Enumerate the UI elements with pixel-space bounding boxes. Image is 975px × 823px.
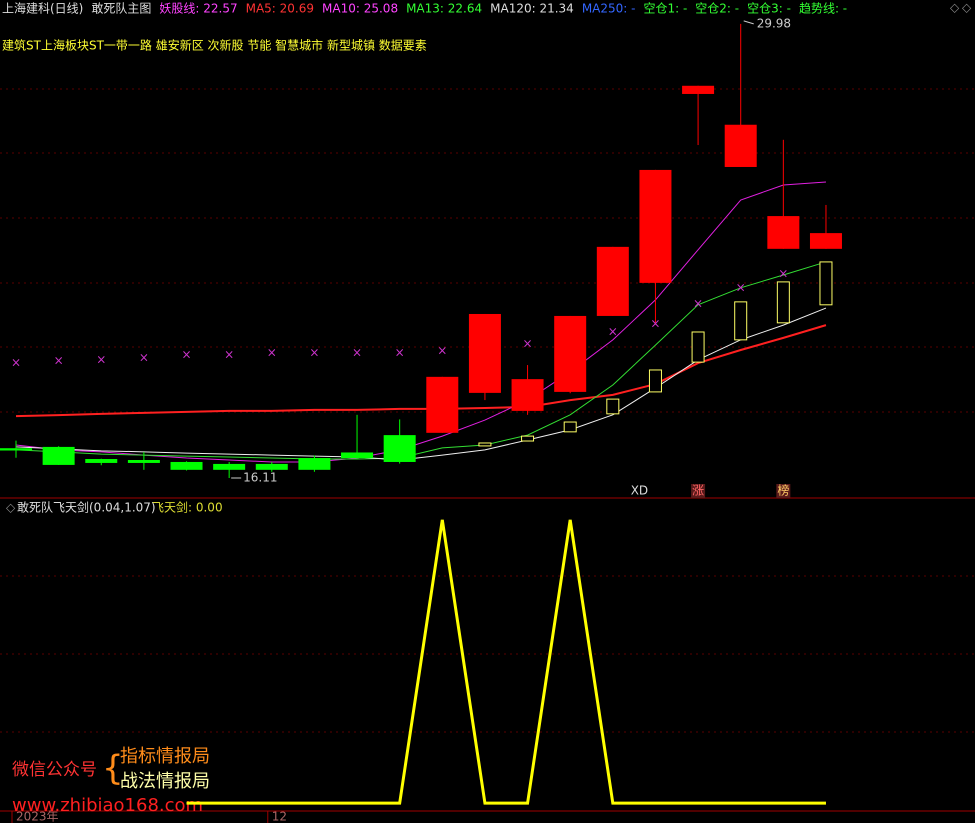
watermark-line: 战法情报局 [120, 771, 210, 792]
header-item: 上海建科(日线) [2, 1, 83, 16]
candle-body [639, 169, 672, 283]
cross-marker: × [139, 350, 149, 364]
event-label: 涨 [692, 483, 704, 498]
cross-marker: × [437, 343, 447, 357]
watermark-line: 指标情报局 [120, 746, 210, 767]
header-item: MA5: 20.69 [246, 2, 314, 16]
header-item: 妖股线: 22.57 [159, 2, 237, 16]
brace: { [102, 749, 124, 789]
cross-marker: × [181, 347, 191, 361]
cross-marker: × [309, 345, 319, 359]
trend-box [691, 331, 705, 363]
line-series [15, 324, 827, 418]
trend-box [648, 369, 662, 393]
cross-marker: × [693, 296, 703, 310]
line-series [15, 261, 827, 460]
candle-body [767, 216, 800, 249]
event-label: 榜 [777, 483, 789, 498]
trend-box [819, 261, 833, 306]
header-item: 空仓2: - [695, 2, 739, 16]
candle-body [341, 452, 374, 459]
watermark-url: www.zhibiao168.com [12, 795, 203, 816]
cross-marker: × [523, 337, 533, 351]
candle-body [809, 233, 842, 249]
icon[interactable]: ◇ [962, 1, 972, 15]
event-badge [691, 484, 706, 498]
candle-body [42, 446, 75, 465]
cross-marker: × [54, 353, 64, 367]
arrow [743, 20, 754, 25]
candle-body [170, 461, 203, 470]
line-series [15, 307, 827, 461]
candle-body [255, 463, 288, 470]
panel-title: 敢死队飞天剑(0.04,1.07) [17, 500, 156, 515]
header-item: 敢死队主图 [91, 1, 151, 16]
cross-marker: × [608, 324, 618, 338]
candle-body [383, 435, 416, 462]
candle-body [724, 124, 757, 167]
trend-box [776, 281, 790, 324]
event-badge [776, 484, 791, 498]
candle-body [596, 246, 629, 316]
candle-body [426, 376, 459, 433]
trend-box [734, 301, 748, 341]
header-item: MA250: - [582, 2, 636, 16]
candle-body [468, 313, 501, 393]
candle-body [511, 379, 544, 411]
cross-marker: × [778, 267, 788, 281]
candle-body [298, 458, 331, 470]
trend-box [521, 435, 535, 442]
x-tick-label: 12 [272, 810, 287, 823]
icon[interactable]: ◇ [950, 1, 960, 15]
high-label: 29.98 [757, 16, 791, 30]
header-item: 趋势线: - [799, 2, 847, 16]
cross-marker: × [650, 317, 660, 331]
indicator-line [186, 519, 826, 805]
panel-subtitle: 飞天剑: 0.00 [152, 500, 223, 515]
trend-box [478, 442, 492, 447]
cross-marker: × [352, 345, 362, 359]
candle-body [682, 85, 715, 94]
candle-body [127, 460, 160, 463]
cross-marker: × [736, 280, 746, 294]
candle-body [85, 459, 118, 463]
candle-body [213, 463, 246, 470]
trend-box [606, 398, 620, 415]
header-item: MA120: 21.34 [490, 2, 574, 16]
icon: ◇ [6, 501, 16, 515]
header-item: MA10: 25.08 [322, 2, 398, 16]
candle-body [554, 315, 587, 392]
trend-box [563, 421, 577, 433]
header-item: MA13: 22.64 [406, 2, 482, 16]
low-label: 16.11 [243, 471, 277, 485]
cross-marker: × [11, 356, 21, 370]
candle-body [0, 448, 32, 451]
cross-marker: × [395, 345, 405, 359]
cross-marker: × [267, 345, 277, 359]
watermark-account: 微信公众号 [12, 760, 97, 780]
header-item: 空仓3: - [747, 2, 791, 16]
sector-tags: 建筑ST上海板块ST一带一路 雄安新区 次新股 节能 智慧城市 新型城镇 数据要… [2, 38, 427, 53]
cross-marker: × [96, 352, 106, 366]
event-label: XD [631, 484, 648, 498]
header-item: 空仓1: - [643, 2, 687, 16]
cross-marker: × [224, 347, 234, 361]
x-tick-label: 2023年 [16, 810, 59, 823]
